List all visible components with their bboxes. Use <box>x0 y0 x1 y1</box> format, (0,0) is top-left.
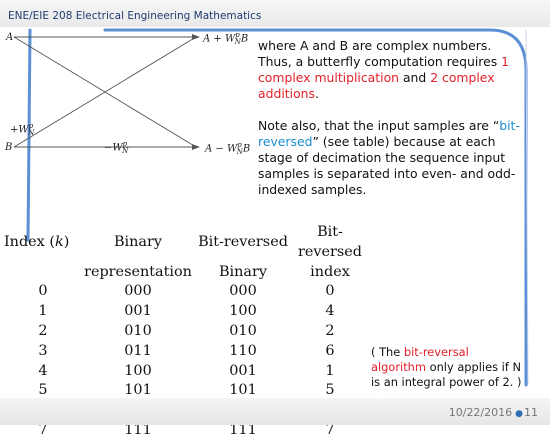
weight-minus-label: −WpN <box>104 140 129 156</box>
weight-plus-label: +WpN <box>10 122 35 138</box>
course-title: ENE/EIE 208 Electrical Engineering Mathe… <box>8 10 262 22</box>
header-bitrev-index-sub: index <box>310 263 350 280</box>
explanation-text: where A and B are complex numbers. Thus,… <box>258 38 520 198</box>
slide-number: 11 <box>524 406 538 419</box>
bit-reversal-table: Index (k) Binary Bit-reversed Bit-revers… <box>4 223 368 441</box>
table-row: 1 001 100 4 <box>38 303 335 320</box>
table-row: 4 100 001 1 <box>38 362 335 379</box>
table-row: 5 101 101 5 <box>38 382 335 399</box>
output-top-label: A + WpNB <box>203 31 249 47</box>
node-a-label: A <box>6 32 14 43</box>
node-b-label: B <box>5 142 13 153</box>
header-binary-sub: representation <box>84 263 192 280</box>
header-band <box>0 0 550 27</box>
bullet-dot-icon: ● <box>515 409 523 419</box>
header-index: Index (k) <box>4 233 70 250</box>
table-header-row-2: representation Binary index <box>4 263 368 283</box>
footer-band <box>0 398 550 425</box>
header-bitrev-binary-sub: Binary <box>218 263 268 280</box>
header-binary: Binary <box>113 233 163 250</box>
slide-footer: 10/22/2016 ●11 <box>449 406 538 419</box>
header-bitrev-index: Bit-reversed <box>297 224 363 260</box>
table-row: 3 011 110 6 <box>38 342 335 359</box>
butterfly-cost-paragraph: where A and B are complex numbers. Thus,… <box>258 38 510 101</box>
table-row: 0 000 000 0 <box>38 283 335 300</box>
table-header-row: Index (k) Binary Bit-reversed Bit-revers… <box>4 223 368 263</box>
header-bitrev-binary: Bit-reversed <box>198 233 288 250</box>
butterfly-diagram <box>13 34 200 150</box>
output-bottom-label: A − WpNB <box>205 141 251 157</box>
bit-reversed-paragraph: Note also, that the input samples are “b… <box>258 118 520 197</box>
slide-date: 10/22/2016 <box>448 406 513 419</box>
slide-frame <box>26 28 529 387</box>
bit-reversal-note: ( The bit-reversal algorithm only applie… <box>371 345 522 389</box>
